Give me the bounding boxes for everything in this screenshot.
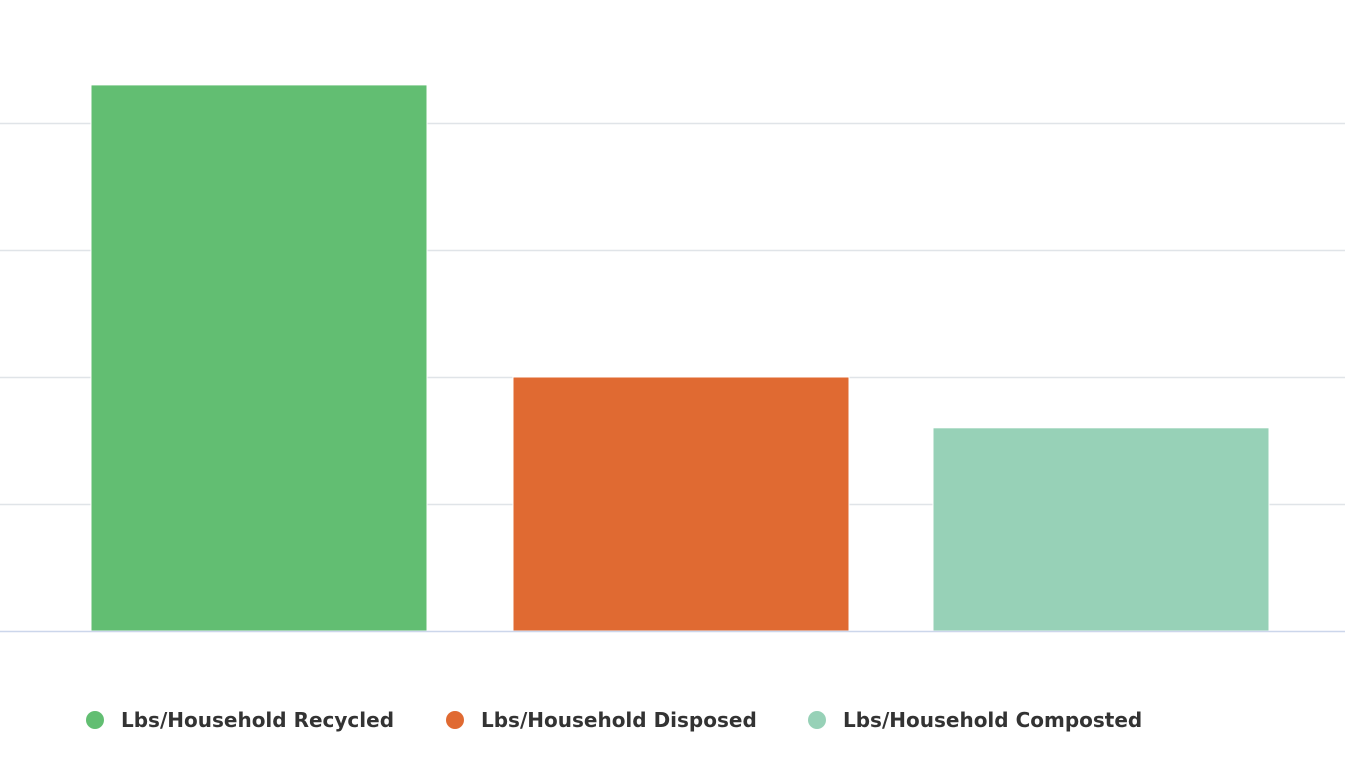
bars — [90, 84, 1270, 632]
legend-label: Lbs/Household Composted — [843, 708, 1142, 732]
bar-lbs-household-disposed[interactable] — [512, 376, 850, 632]
bar-lbs-household-composted[interactable] — [932, 427, 1270, 632]
legend-label: Lbs/Household Disposed — [481, 708, 757, 732]
legend-item-1[interactable]: Lbs/Household Recycled — [86, 708, 394, 732]
legend-marker-icon — [446, 711, 464, 729]
bar-lbs-household-recycled[interactable] — [90, 84, 428, 632]
legend-item-3[interactable]: Lbs/Household Composted — [808, 708, 1142, 732]
legend-item-2[interactable]: Lbs/Household Disposed — [446, 708, 757, 732]
legend-marker-icon — [808, 711, 826, 729]
legend-label: Lbs/Household Recycled — [121, 708, 394, 732]
legend: Lbs/Household Recycled Lbs/Household Disp… — [86, 708, 1142, 732]
legend-marker-icon — [86, 711, 104, 729]
